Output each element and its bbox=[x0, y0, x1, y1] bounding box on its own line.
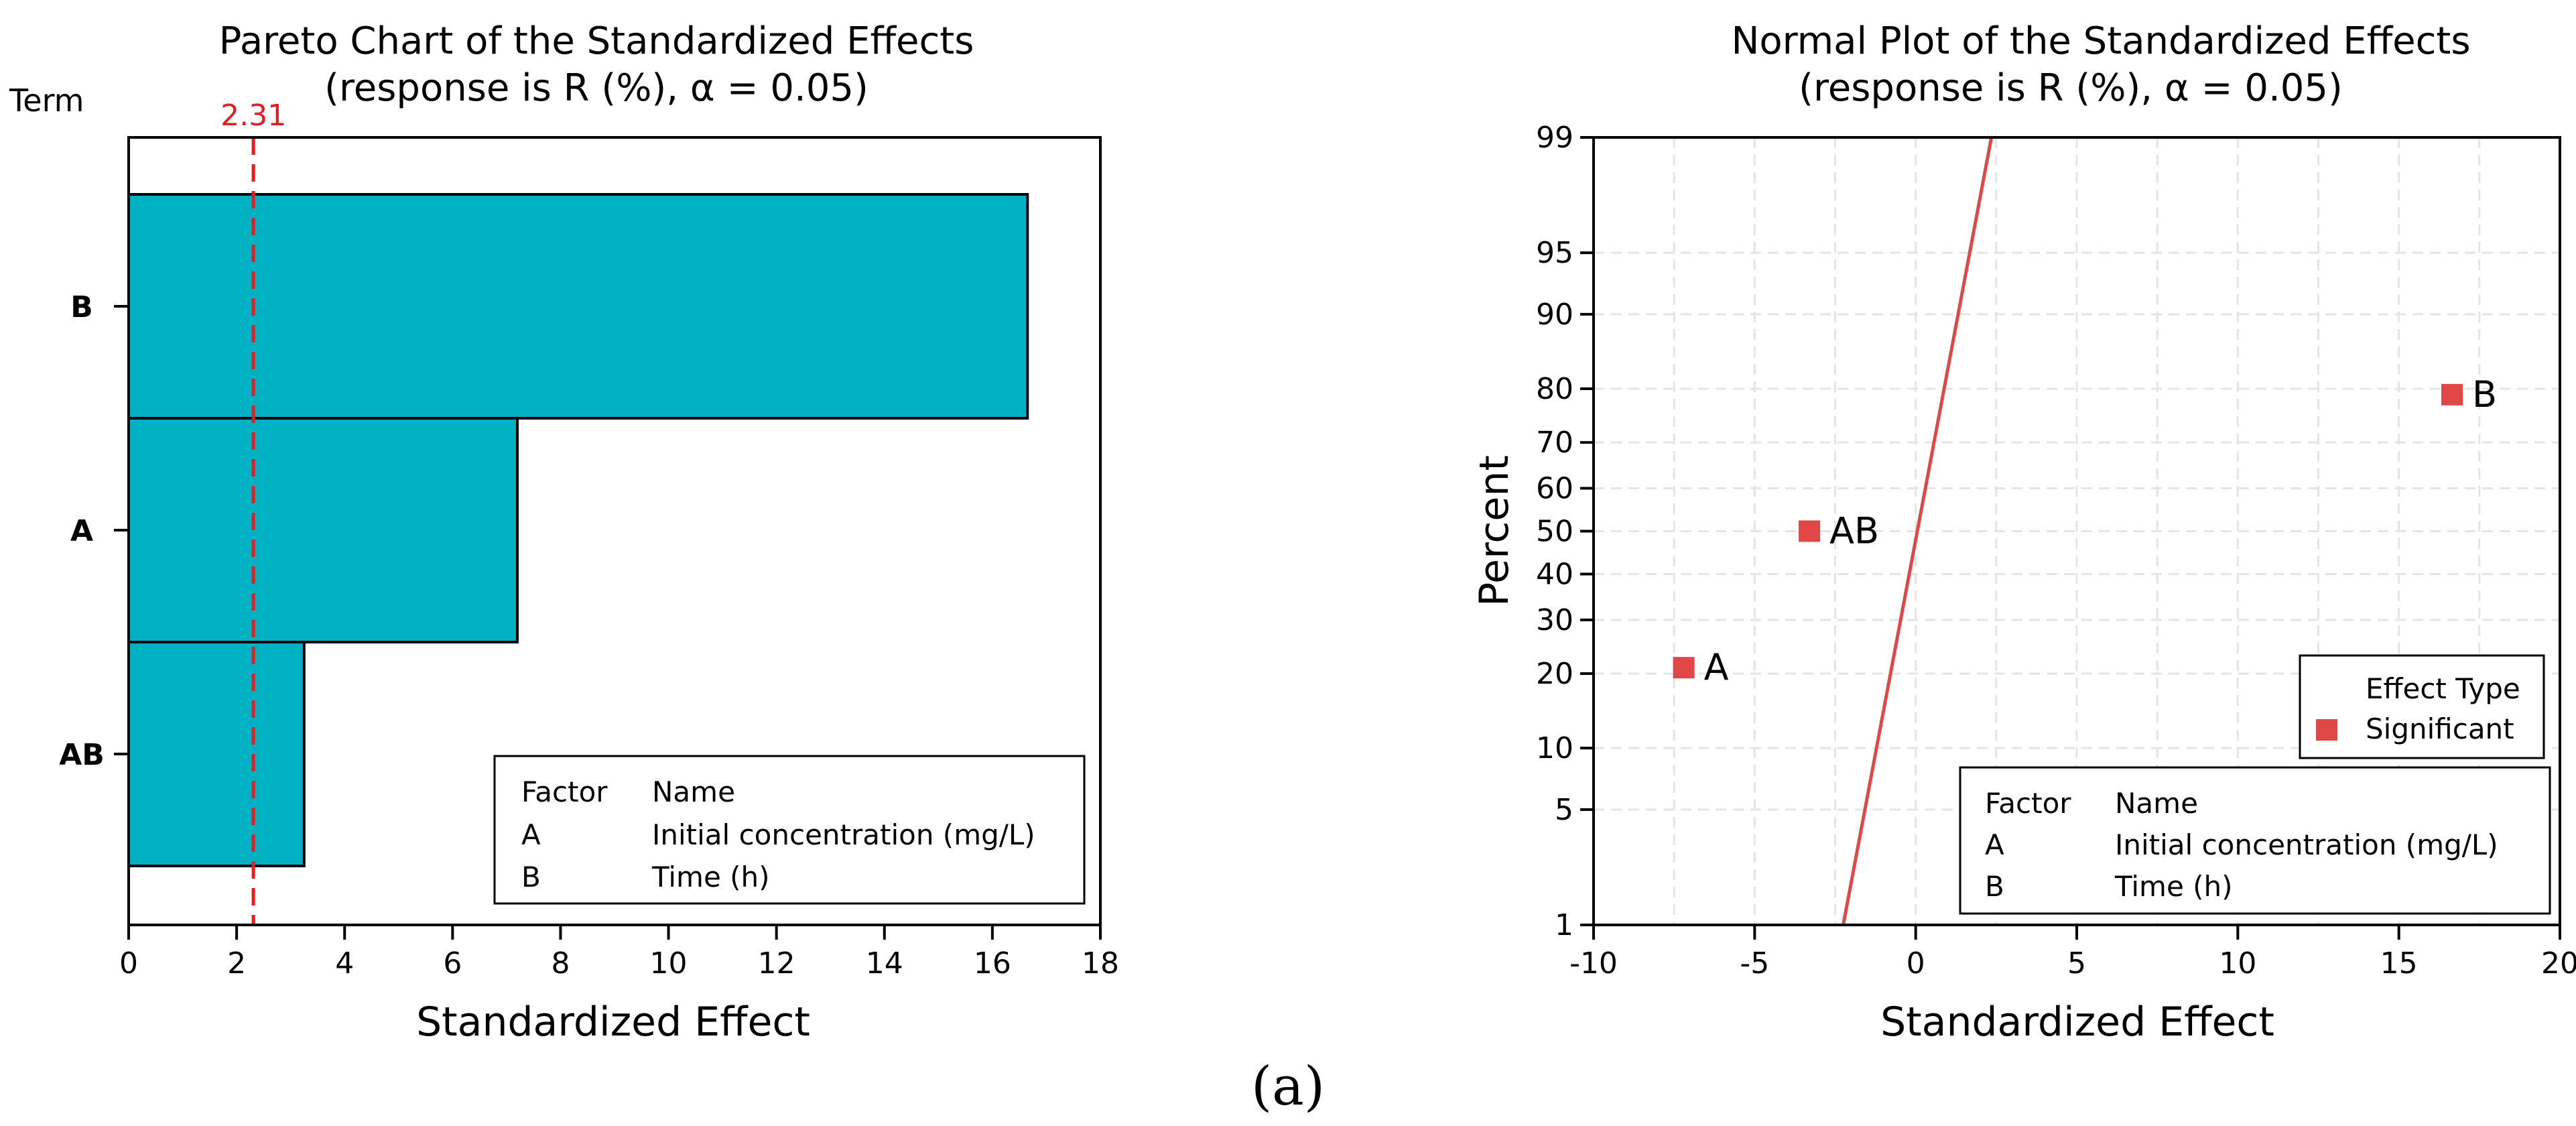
pareto-legend-factor-b: B bbox=[521, 861, 541, 893]
pareto-y-tick-label-b: B bbox=[70, 290, 93, 324]
pareto-reference-line-group: 2.31 bbox=[220, 99, 286, 925]
normal-y-axis-label: Percent bbox=[1471, 455, 1518, 607]
normal-plot: Normal Plot of the Standardized Effects … bbox=[1471, 19, 2576, 1046]
pareto-x-tick-label: 2 bbox=[227, 946, 246, 981]
pareto-x-tick-label: 18 bbox=[1082, 946, 1119, 981]
normal-y-tick-label: 50 bbox=[1536, 515, 1573, 549]
normal-legend-box bbox=[1959, 766, 2551, 915]
pareto-bar-b bbox=[127, 193, 1029, 420]
pareto-x-tick-label: 12 bbox=[758, 946, 795, 981]
pareto-bar-ab bbox=[127, 641, 306, 867]
normal-x-tick-label: 15 bbox=[2380, 946, 2418, 981]
normal-y-tick-label: 40 bbox=[1536, 557, 1573, 591]
pareto-x-axis-label: Standardized Effect bbox=[416, 999, 810, 1046]
normal-x-tick-label: 5 bbox=[2067, 946, 2086, 981]
pareto-title: Pareto Chart of the Standardized Effects bbox=[219, 19, 974, 63]
pareto-legend-box bbox=[493, 755, 1086, 905]
pareto-subtitle: (response is R (%), α = 0.05) bbox=[324, 66, 868, 110]
normal-x-tick-label: 20 bbox=[2541, 946, 2576, 981]
normal-fit-line-group bbox=[1842, 137, 1994, 926]
normal-x-ticks: -10 -5 0 5 10 15 20 bbox=[1569, 925, 2576, 981]
normal-legend-name-a: Initial concentration (mg/L) bbox=[2115, 828, 2498, 861]
pareto-x-tick-label: 6 bbox=[443, 946, 462, 981]
normal-effect-legend-box bbox=[2299, 654, 2545, 759]
pareto-legend-name-b: Time (h) bbox=[651, 861, 770, 893]
normal-point-label-a: A bbox=[1704, 646, 1729, 688]
normal-legend-factor-b: B bbox=[1985, 870, 2004, 903]
pareto-x-tick-label: 0 bbox=[119, 946, 138, 981]
pareto-y-tick-label-a: A bbox=[70, 514, 93, 548]
normal-x-tick-label: 10 bbox=[2219, 946, 2256, 981]
normal-fit-line bbox=[1842, 137, 1994, 926]
pareto-reference-label: 2.31 bbox=[220, 99, 286, 133]
normal-y-tick-label: 10 bbox=[1536, 731, 1573, 765]
pareto-x-tick-label: 8 bbox=[551, 946, 570, 981]
normal-points: A AB B bbox=[1673, 373, 2497, 688]
pareto-x-tick-label: 16 bbox=[974, 946, 1011, 981]
normal-effect-legend-title: Effect Type bbox=[2366, 672, 2520, 705]
pareto-bars bbox=[127, 193, 1029, 867]
pareto-bar-a bbox=[127, 417, 519, 643]
normal-title: Normal Plot of the Standardized Effects bbox=[1731, 19, 2470, 63]
normal-legend-name-b: Time (h) bbox=[2114, 870, 2233, 903]
normal-y-tick-label: 5 bbox=[1555, 793, 1573, 827]
normal-point-label-ab: AB bbox=[1829, 510, 1879, 552]
normal-subtitle: (response is R (%), α = 0.05) bbox=[1799, 66, 2343, 110]
normal-x-tick-label: -5 bbox=[1740, 946, 1769, 981]
normal-y-tick-label: 30 bbox=[1536, 603, 1573, 637]
normal-effect-legend: Effect Type Significant bbox=[2299, 654, 2545, 759]
pareto-y-ticks: B A AB bbox=[59, 290, 129, 772]
pareto-factor-legend: Factor Name A Initial concentration (mg/… bbox=[493, 755, 1086, 905]
normal-point-label-b: B bbox=[2472, 373, 2497, 416]
normal-legend-header-factor: Factor bbox=[1985, 787, 2071, 820]
normal-x-tick-label: 0 bbox=[1907, 946, 1925, 981]
normal-y-tick-label: 20 bbox=[1536, 657, 1573, 691]
pareto-x-tick-label: 10 bbox=[650, 946, 688, 981]
pareto-x-tick-label: 14 bbox=[866, 946, 903, 981]
pareto-legend-header-name: Name bbox=[652, 775, 735, 808]
normal-legend-factor-a: A bbox=[1985, 828, 2004, 861]
normal-y-tick-label: 70 bbox=[1536, 426, 1573, 460]
normal-x-axis-label: Standardized Effect bbox=[1880, 999, 2274, 1046]
pareto-y-axis-label: Term bbox=[9, 82, 84, 119]
normal-y-tick-label: 90 bbox=[1536, 298, 1573, 332]
normal-y-tick-label: 1 bbox=[1555, 908, 1573, 942]
normal-x-tick-label: -10 bbox=[1569, 946, 1618, 981]
normal-y-tick-label: 99 bbox=[1536, 121, 1573, 155]
normal-point-a bbox=[1673, 657, 1695, 679]
normal-effect-legend-marker bbox=[2316, 719, 2337, 741]
pareto-legend-header-factor: Factor bbox=[521, 775, 608, 808]
pareto-legend-name-a: Initial concentration (mg/L) bbox=[652, 818, 1035, 851]
pareto-y-tick-label-ab: AB bbox=[59, 738, 105, 772]
figure-caption: (a) bbox=[1251, 1055, 1325, 1117]
pareto-x-tick-label: 4 bbox=[335, 946, 354, 981]
normal-y-tick-label: 60 bbox=[1536, 472, 1573, 506]
normal-factor-legend: Factor Name A Initial concentration (mg/… bbox=[1959, 766, 2551, 915]
pareto-chart: Pareto Chart of the Standardized Effects… bbox=[9, 19, 1119, 1046]
normal-y-tick-label: 95 bbox=[1536, 236, 1573, 270]
normal-y-tick-label: 80 bbox=[1536, 372, 1573, 406]
normal-y-ticks: 1 5 10 20 30 40 50 60 70 80 90 95 99 bbox=[1536, 121, 1594, 942]
normal-effect-legend-significant: Significant bbox=[2366, 712, 2514, 745]
normal-point-b bbox=[2441, 383, 2463, 405]
normal-legend-header-name: Name bbox=[2115, 787, 2198, 820]
normal-point-ab bbox=[1799, 520, 1821, 542]
pareto-x-ticks: 0 2 4 6 8 10 12 14 16 18 bbox=[119, 925, 1119, 981]
pareto-legend-factor-a: A bbox=[521, 818, 541, 851]
